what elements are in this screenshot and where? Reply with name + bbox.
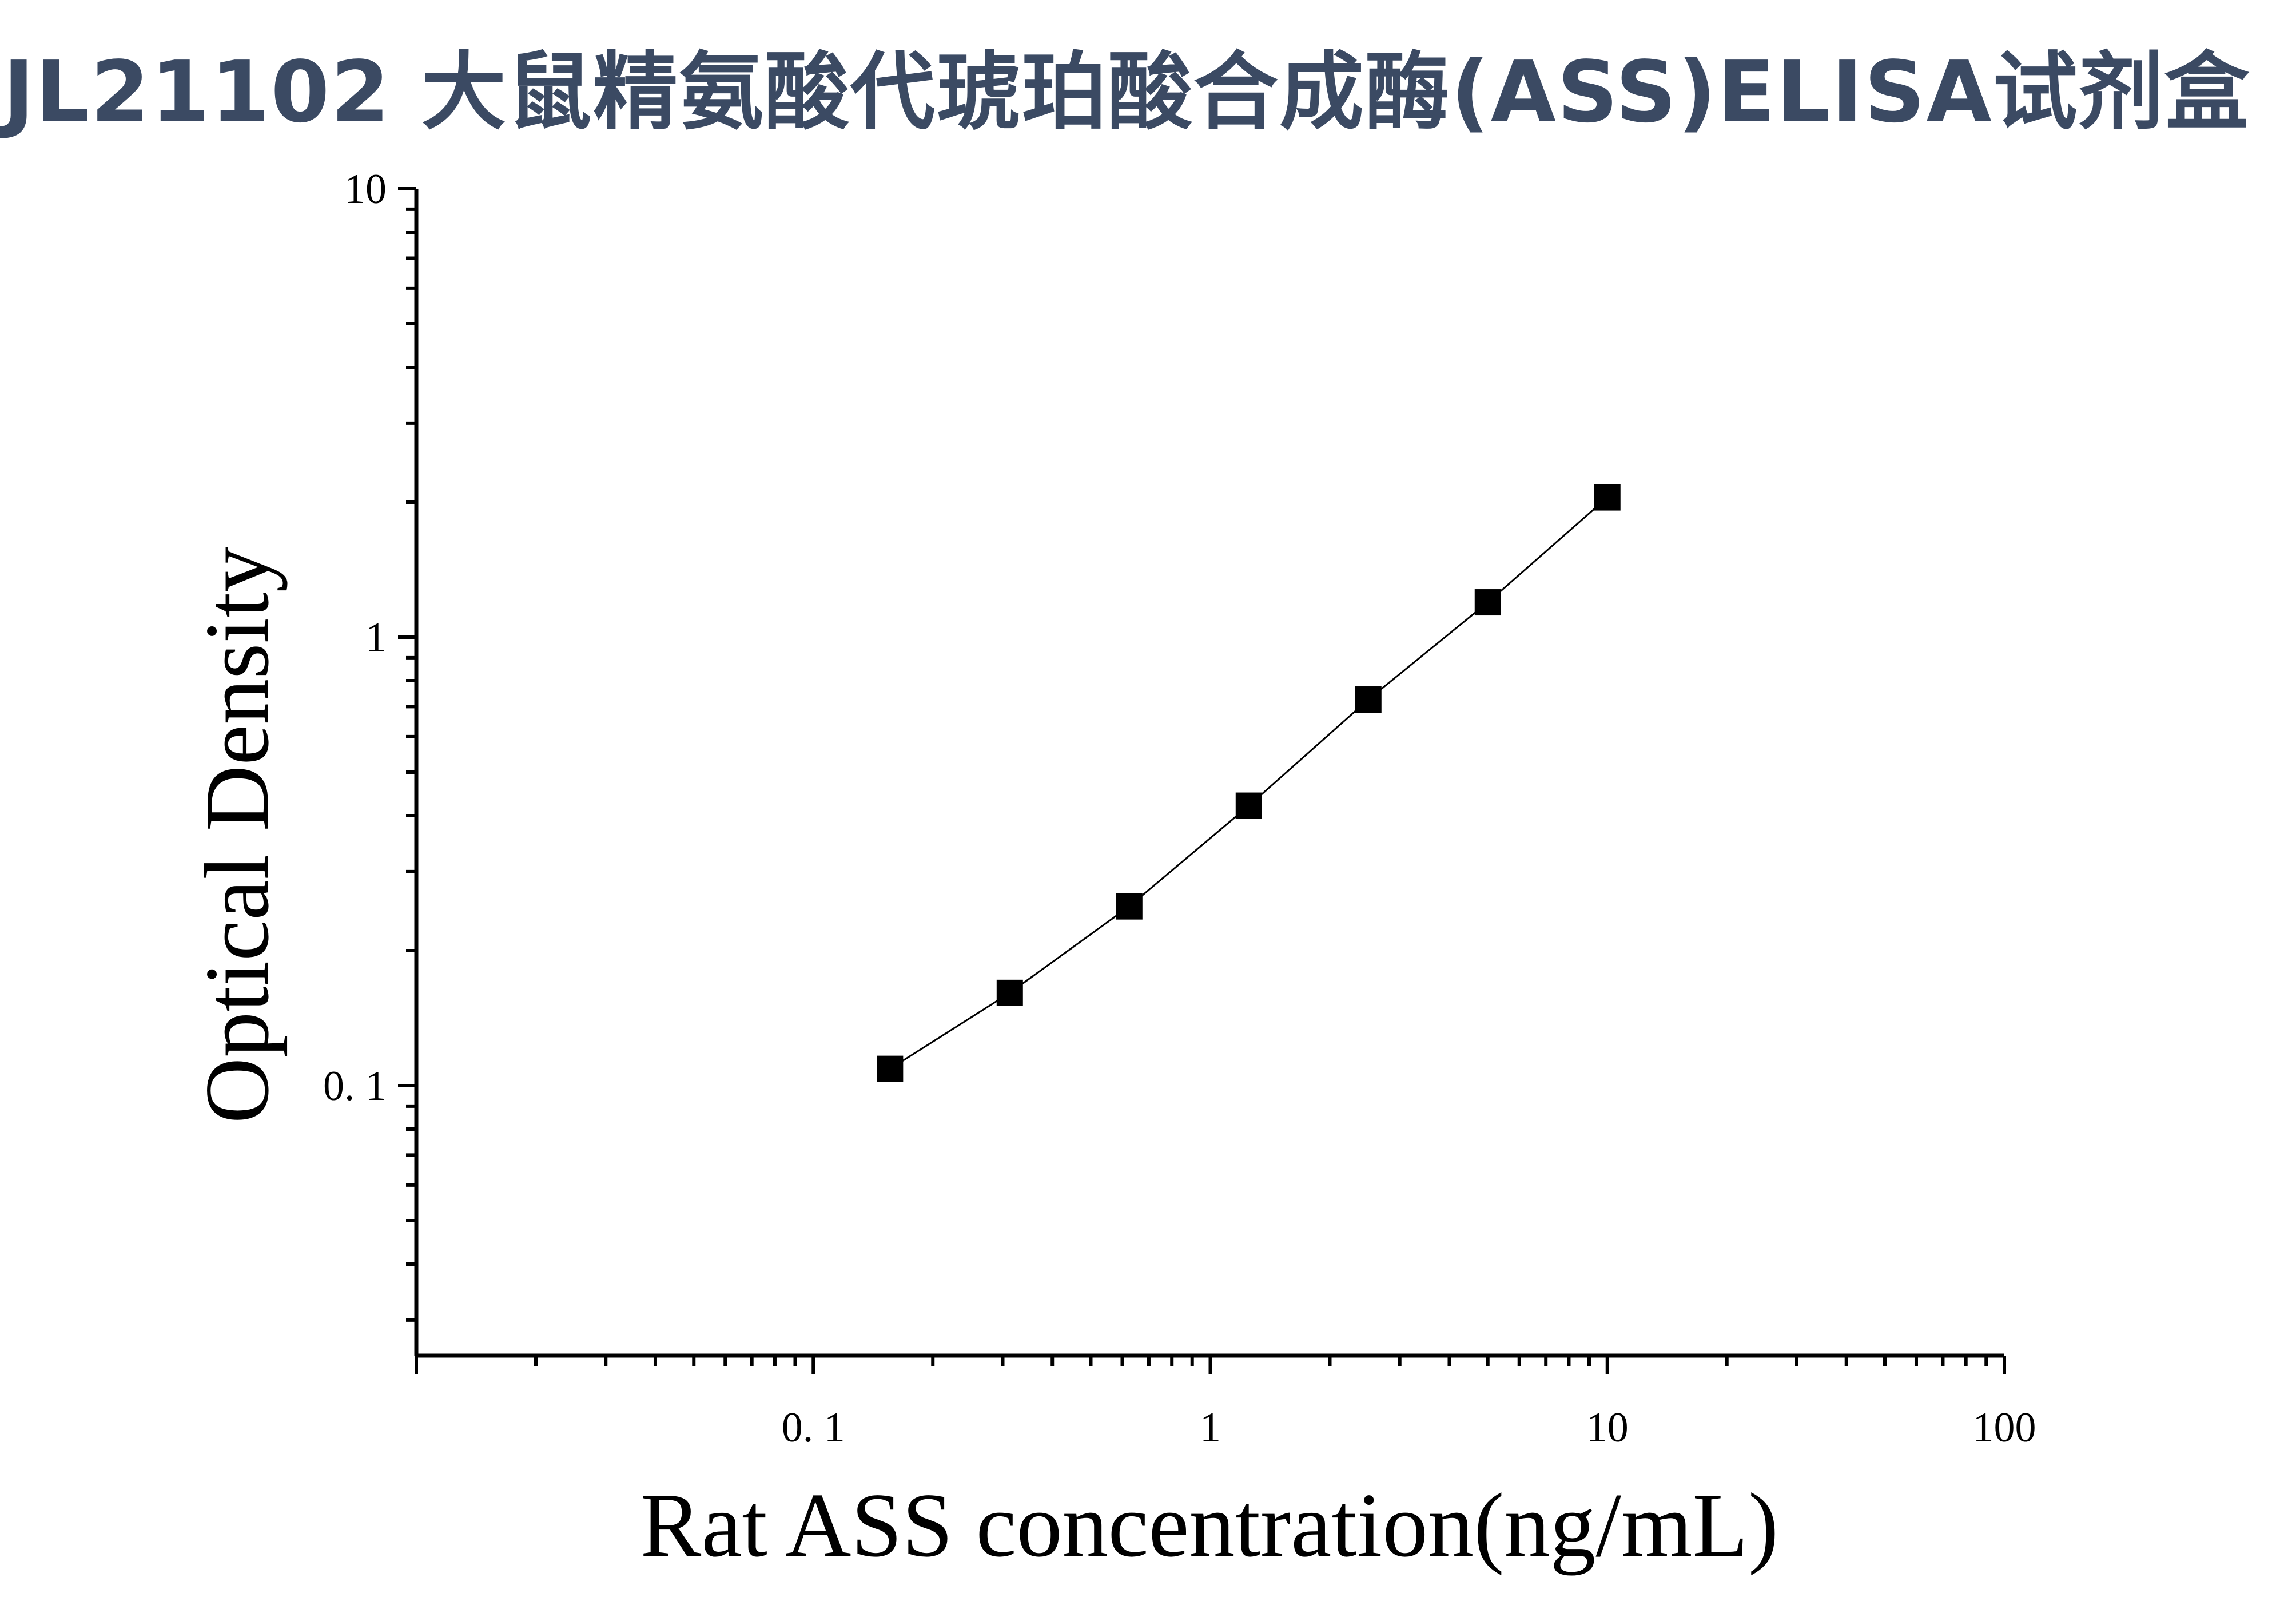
y-tick-label: 1 [365,614,387,661]
x-tick-label: 10 [1586,1404,1629,1451]
data-point [877,1055,904,1082]
data-point [1355,686,1382,713]
data-point [1116,893,1143,920]
data-marks [877,484,1621,1082]
y-tick-label: 0. 1 [323,1063,387,1110]
ticks: 0. 1 1 10 100 0. 1 1 10 [323,166,2036,1451]
data-point [1474,589,1501,616]
axes [414,189,2004,1358]
data-point [996,979,1023,1006]
y-tick-label: 10 [344,166,387,213]
chart-title: JL21102 大鼠精氨酸代琥珀酸合成酶(ASS)ELISA试剂盒 [3,43,2250,141]
data-point [1235,792,1262,819]
y-axis-label: Optical Density [186,547,288,1124]
x-tick-label: 100 [1973,1404,2036,1451]
x-tick-label: 0. 1 [782,1404,845,1451]
x-tick-label: 1 [1200,1404,1221,1451]
data-point [1594,484,1621,511]
x-axis-label: Rat ASS concentration(ng/mL) [640,1474,1779,1576]
